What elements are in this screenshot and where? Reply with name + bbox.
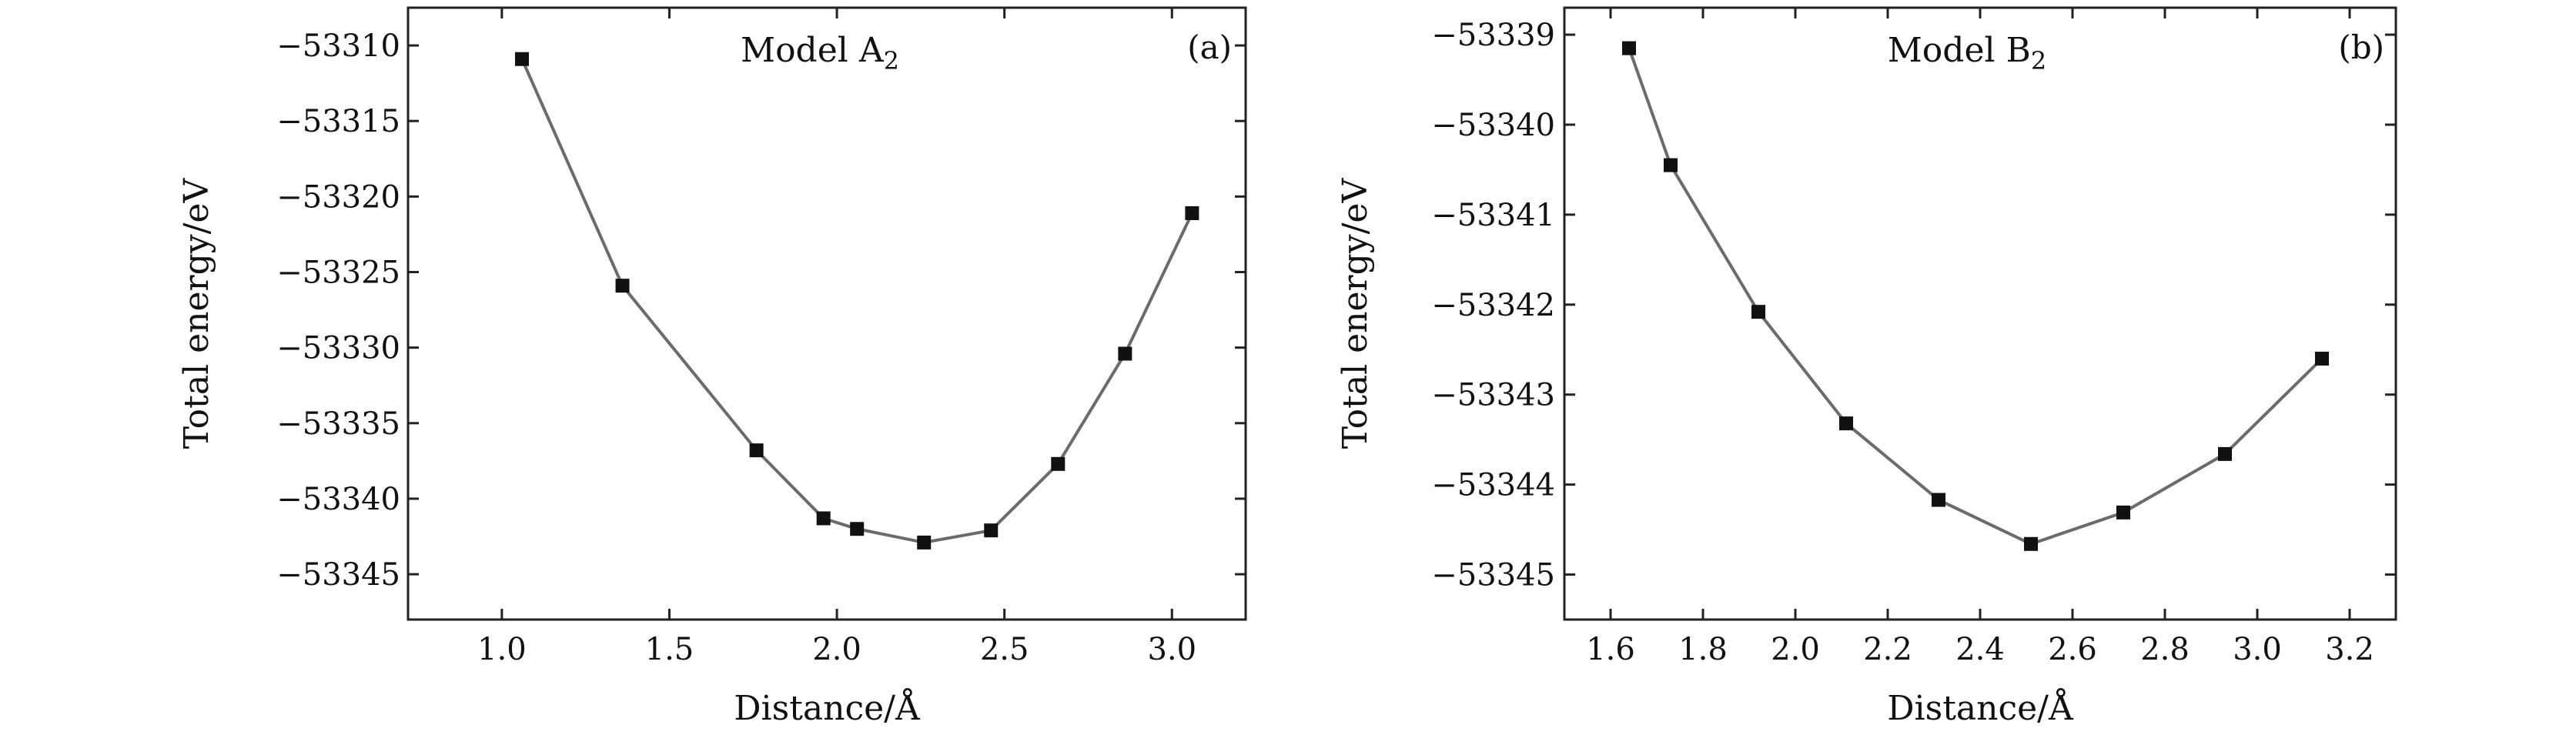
panel-title: Model B2 xyxy=(1888,31,2047,75)
x-tick-label: 2.8 xyxy=(2140,632,2190,667)
data-point-a xyxy=(1185,205,1199,220)
data-point-b xyxy=(1664,158,1678,172)
panel-title-text: Model B xyxy=(1888,31,2031,70)
panel-tag: (a) xyxy=(1187,28,1232,66)
data-point-a xyxy=(615,279,630,293)
data-point-a xyxy=(1051,456,1066,471)
panel-title-subscript: 2 xyxy=(884,46,899,75)
y-tick-label: −53315 xyxy=(276,104,400,139)
x-tick-label: 2.0 xyxy=(812,632,861,667)
panel-tag: (b) xyxy=(2338,28,2384,66)
panel-b-energy-vs-distance: 1.6 1.8 2.0 2.2 2.4 2.6 2.8 3.0 3.2 −53339 −53340 −… xyxy=(1336,6,2397,728)
data-point-b xyxy=(2116,505,2130,520)
data-point-b xyxy=(1839,416,1853,431)
x-tick-label: 2.4 xyxy=(1955,632,2005,667)
x-tick-label: 1.5 xyxy=(645,632,694,667)
x-tick-label: 2.5 xyxy=(980,632,1029,667)
y-tick-label: −53335 xyxy=(276,406,400,442)
x-tick-label: 2.6 xyxy=(2048,632,2097,667)
x-tick-label: 1.6 xyxy=(1586,632,1635,667)
x-tick-label: 2.2 xyxy=(1863,632,1912,667)
x-axis-label: Distance/Å xyxy=(734,687,921,728)
data-point-b xyxy=(1622,41,1636,55)
panel-title-subscript: 2 xyxy=(2031,46,2046,75)
data-point-b xyxy=(2218,446,2232,461)
x-tick-label: 1.8 xyxy=(1678,632,1728,667)
series-line-b xyxy=(1628,47,2323,546)
y-tick-label: −53310 xyxy=(276,28,400,64)
panel-a-energy-vs-distance: 1.0 1.5 2.0 2.5 3.0 −53310 −53315 −53320 −53325 −… xyxy=(177,6,1247,728)
data-point-a xyxy=(514,52,529,66)
plot-frame-a xyxy=(406,6,1247,621)
data-point-b xyxy=(1932,493,1945,507)
y-tick-label: −53325 xyxy=(276,256,400,291)
x-tick-label: 2.0 xyxy=(1771,632,1820,667)
y-axis-label: Total energy/eV xyxy=(1336,178,1375,449)
data-point-a xyxy=(850,522,865,536)
y-tick-label: −53341 xyxy=(1431,198,1555,233)
data-point-a xyxy=(1118,346,1132,361)
y-tick-label: −53340 xyxy=(1431,108,1555,143)
series-line-a xyxy=(520,58,1194,544)
x-tick-label: 3.2 xyxy=(2325,632,2374,667)
data-point-a xyxy=(816,511,831,526)
y-tick-label: −53345 xyxy=(276,557,400,593)
panel-title-text: Model A xyxy=(741,31,885,70)
y-axis-label: Total energy/eV xyxy=(177,178,216,449)
data-point-a xyxy=(917,535,932,550)
y-tick-label: −53340 xyxy=(276,482,400,517)
panel-title: Model A2 xyxy=(741,31,899,75)
data-point-b xyxy=(2024,536,2038,551)
x-tick-label: 3.0 xyxy=(1147,632,1196,667)
x-tick-label: 1.0 xyxy=(477,632,527,667)
y-tick-label: −53342 xyxy=(1431,288,1555,323)
y-tick-label: −53344 xyxy=(1431,468,1555,503)
x-axis-label: Distance/Å xyxy=(1887,687,2074,728)
y-tick-label: −53345 xyxy=(1431,558,1555,593)
data-point-a xyxy=(984,523,999,538)
y-tick-label: −53330 xyxy=(276,331,400,366)
y-tick-label: −53320 xyxy=(276,179,400,215)
y-tick-label: −53343 xyxy=(1431,378,1555,413)
data-point-b xyxy=(2315,351,2329,366)
x-tick-label: 3.0 xyxy=(2233,632,2282,667)
plot-frame-b xyxy=(1563,6,2397,621)
y-tick-label: −53339 xyxy=(1431,18,1555,53)
data-point-a xyxy=(749,443,764,458)
data-point-b xyxy=(1751,305,1765,319)
